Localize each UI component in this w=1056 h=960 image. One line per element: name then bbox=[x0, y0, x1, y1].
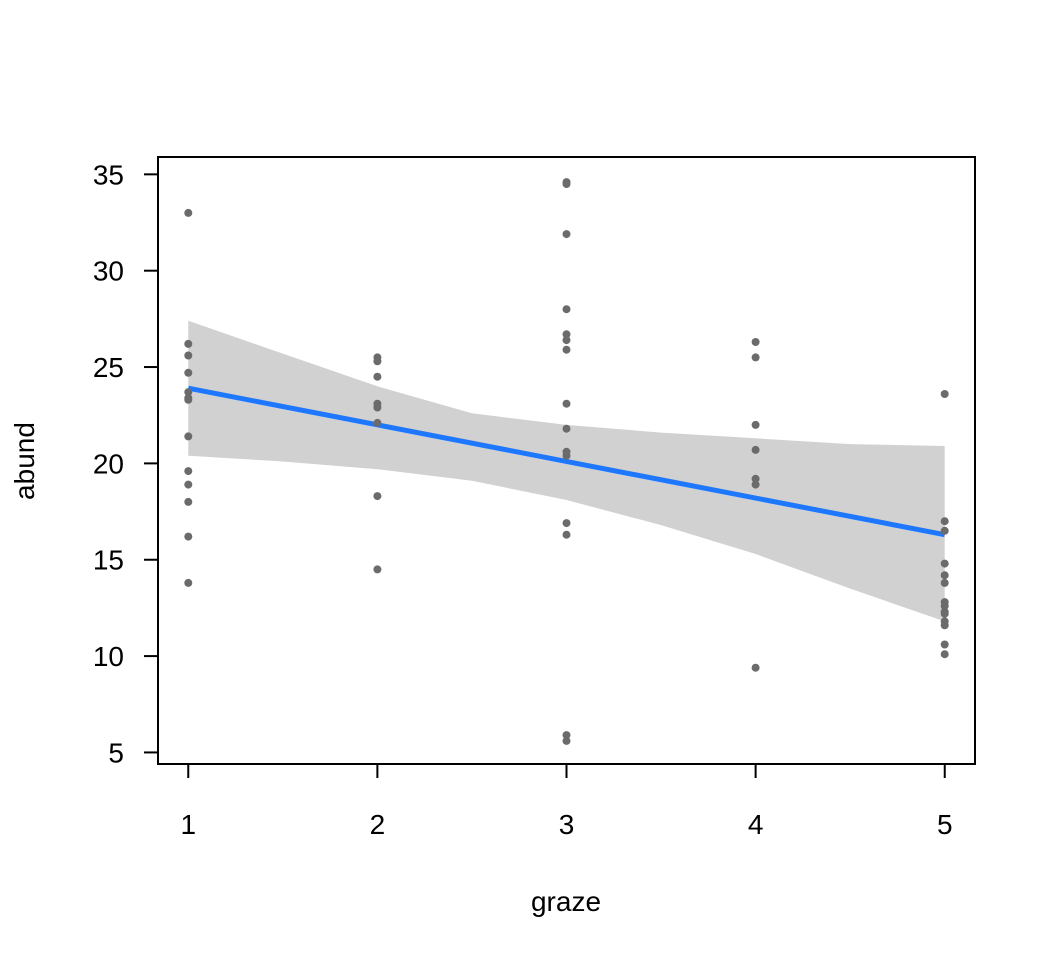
data-point bbox=[940, 517, 949, 526]
data-point bbox=[751, 474, 760, 483]
confidence-band bbox=[188, 320, 945, 622]
data-point bbox=[751, 480, 760, 489]
data-point bbox=[751, 353, 760, 362]
data-point bbox=[751, 663, 760, 672]
y-tick-label: 10 bbox=[93, 641, 124, 672]
y-tick-label: 30 bbox=[93, 256, 124, 287]
data-point bbox=[184, 208, 193, 217]
data-point bbox=[562, 180, 571, 188]
data-point bbox=[562, 530, 571, 539]
data-point bbox=[751, 420, 760, 429]
data-point bbox=[184, 388, 193, 397]
x-tick-label: 3 bbox=[559, 809, 575, 840]
data-point bbox=[562, 519, 571, 528]
data-point bbox=[562, 345, 571, 354]
data-point bbox=[184, 351, 193, 360]
data-point bbox=[562, 230, 571, 239]
data-point bbox=[184, 368, 193, 377]
data-point bbox=[184, 339, 193, 348]
y-tick-label: 15 bbox=[93, 545, 124, 576]
data-point bbox=[940, 571, 949, 580]
x-tick-label: 1 bbox=[180, 809, 196, 840]
data-point bbox=[940, 526, 949, 535]
data-point bbox=[184, 578, 193, 587]
data-point bbox=[940, 609, 949, 618]
y-tick-label: 20 bbox=[93, 448, 124, 479]
x-tick-label: 4 bbox=[748, 809, 764, 840]
data-point bbox=[940, 578, 949, 587]
x-tick-label: 5 bbox=[937, 809, 953, 840]
data-point bbox=[940, 650, 949, 659]
data-point bbox=[562, 424, 571, 433]
y-axis-title: abund bbox=[9, 422, 40, 500]
fit-line bbox=[187, 385, 946, 538]
data-point bbox=[373, 357, 382, 366]
data-point bbox=[184, 532, 193, 541]
data-point bbox=[184, 432, 193, 441]
data-point bbox=[562, 451, 571, 460]
data-point bbox=[562, 330, 571, 339]
data-point bbox=[940, 602, 949, 610]
x-axis-title: graze bbox=[531, 886, 601, 917]
data-point bbox=[184, 395, 193, 404]
data-point bbox=[940, 559, 949, 568]
data-point bbox=[940, 640, 949, 649]
data-point bbox=[562, 399, 571, 408]
data-point bbox=[562, 305, 571, 314]
data-point bbox=[373, 372, 382, 381]
data-point bbox=[373, 492, 382, 501]
data-point bbox=[373, 403, 382, 412]
y-tick-label: 25 bbox=[93, 352, 124, 383]
data-point bbox=[373, 565, 382, 574]
data-point bbox=[373, 418, 382, 427]
y-tick-label: 5 bbox=[108, 737, 124, 768]
data-point bbox=[940, 621, 949, 630]
data-point bbox=[562, 736, 571, 745]
data-point bbox=[751, 338, 760, 346]
y-tick-label: 35 bbox=[93, 159, 124, 190]
x-tick-label: 2 bbox=[370, 809, 386, 840]
data-point bbox=[184, 467, 193, 476]
data-point bbox=[562, 336, 571, 345]
data-point bbox=[751, 445, 760, 454]
data-point bbox=[184, 497, 193, 506]
data-point bbox=[184, 480, 193, 489]
data-point bbox=[940, 390, 949, 398]
data-point bbox=[562, 731, 571, 740]
